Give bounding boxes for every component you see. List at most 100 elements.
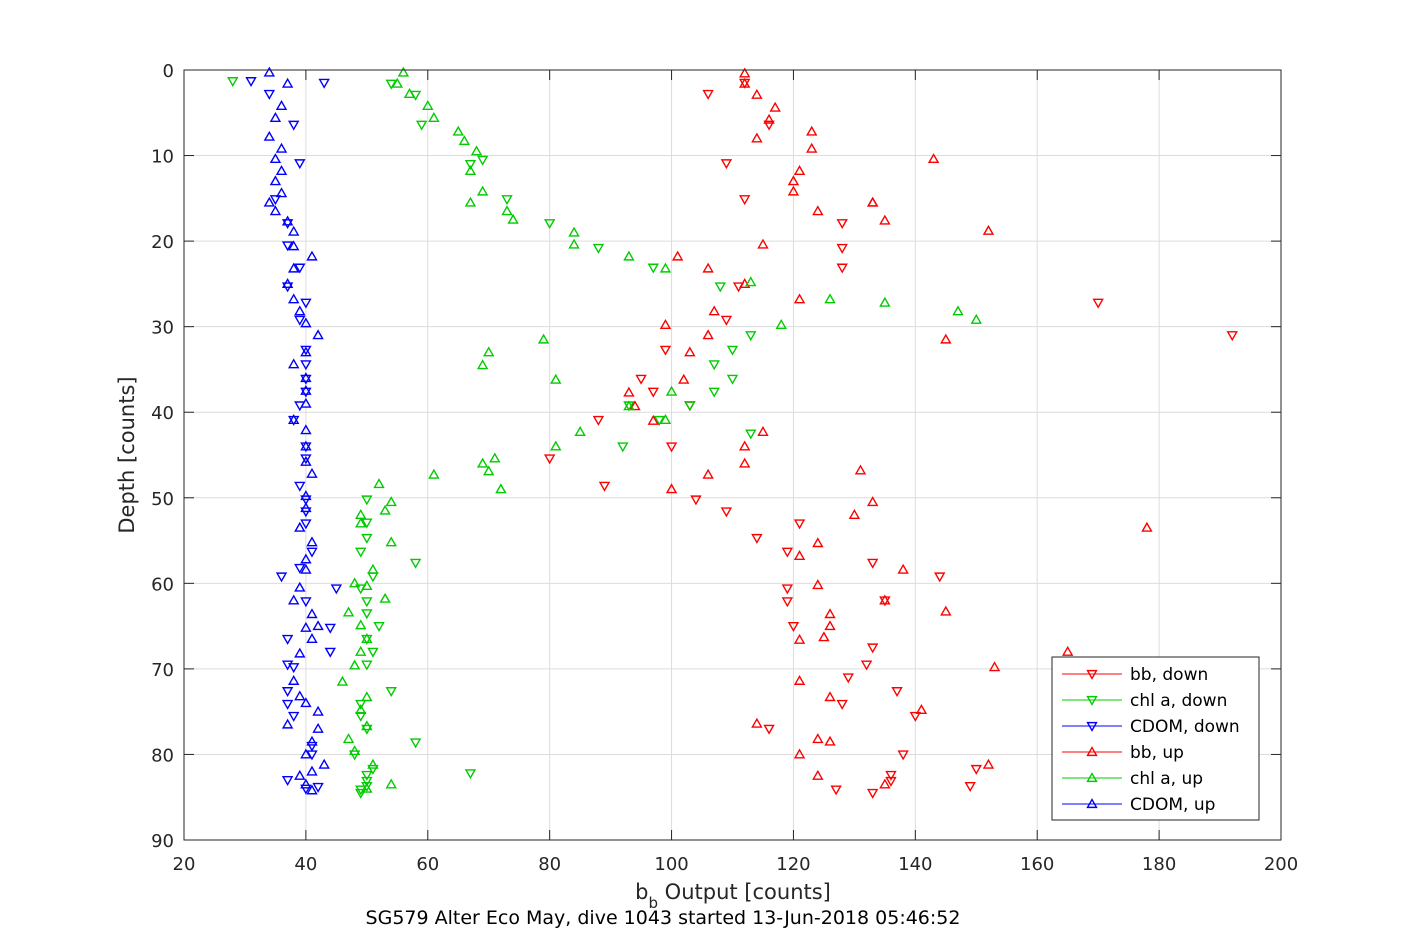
data-point [793, 550, 806, 561]
data-point [385, 536, 397, 547]
data-point [635, 374, 647, 385]
data-point [848, 508, 861, 519]
data-point [464, 165, 477, 176]
x-tick-label: 160 [1020, 854, 1054, 875]
data-point [275, 165, 288, 176]
data-point [543, 219, 556, 230]
dive-caption: SG579 Alter Eco May, dive 1043 started 1… [366, 907, 961, 929]
data-point [306, 536, 318, 547]
data-point [355, 517, 367, 528]
y-tick-label: 80 [151, 745, 174, 766]
data-point [300, 748, 312, 759]
data-point [653, 415, 666, 426]
data-point [306, 250, 318, 261]
data-point [726, 374, 739, 385]
data-point [854, 464, 867, 475]
data-point [300, 502, 312, 513]
data-point [281, 776, 294, 787]
data-point [281, 241, 294, 252]
data-point [361, 518, 373, 529]
data-point [300, 553, 312, 564]
data-point [355, 788, 367, 799]
data-point [361, 579, 373, 590]
data-point [812, 537, 824, 548]
data-point [501, 205, 513, 216]
data-point [336, 675, 349, 686]
data-point [300, 621, 312, 632]
data-point [294, 563, 306, 574]
data-point [275, 100, 288, 111]
y-tick-label: 90 [151, 831, 174, 852]
data-point [300, 455, 312, 466]
data-point [647, 387, 659, 398]
data-point [300, 317, 312, 328]
data-point [483, 346, 495, 357]
data-point [623, 386, 635, 397]
data-point [281, 77, 294, 88]
data-point [269, 205, 282, 216]
data-point [281, 277, 294, 288]
x-tick-label: 140 [898, 854, 932, 875]
data-point [281, 215, 294, 226]
data-point [324, 647, 336, 658]
legend-marker [1086, 695, 1098, 706]
data-point [391, 77, 404, 88]
data-point [598, 481, 611, 492]
data-point [824, 620, 836, 631]
data-point [361, 691, 373, 702]
data-point [970, 313, 982, 324]
data-point [294, 581, 306, 592]
series-bb-down [543, 78, 1238, 799]
data-point [348, 745, 361, 756]
data-point [300, 345, 312, 356]
x-tick-label: 120 [776, 854, 810, 875]
data-point [263, 89, 276, 100]
data-point [306, 467, 318, 478]
data-point [885, 776, 897, 787]
data-point [836, 243, 848, 254]
data-point [763, 113, 775, 124]
data-point [812, 769, 824, 780]
data-point [879, 594, 891, 605]
plot-frame [183, 69, 1282, 841]
data-point [915, 704, 928, 715]
data-point [355, 704, 367, 715]
data-point [355, 699, 367, 710]
data-point [824, 293, 836, 304]
series-bb-up [623, 67, 1153, 789]
data-point [476, 359, 489, 370]
data-point [934, 572, 946, 583]
data-point [702, 89, 714, 100]
data-point [287, 262, 300, 273]
data-point [403, 88, 416, 99]
data-point [330, 584, 343, 595]
data-point [294, 315, 306, 326]
data-point [300, 387, 312, 398]
data-point [409, 558, 422, 569]
data-point [306, 750, 318, 761]
y-tick-label: 0 [163, 61, 174, 82]
data-point [415, 120, 428, 131]
data-point [452, 125, 464, 136]
data-point [659, 414, 672, 424]
data-point [665, 385, 678, 396]
data-point [726, 345, 739, 356]
data-point [287, 674, 300, 685]
data-point [306, 547, 318, 558]
y-tick-label: 40 [151, 403, 174, 424]
data-point [287, 414, 300, 424]
data-point [483, 465, 495, 476]
data-point [269, 175, 282, 186]
data-point [1061, 645, 1074, 656]
data-point [964, 782, 976, 793]
legend-label: bb, down [1130, 665, 1208, 685]
data-point [738, 67, 751, 78]
y-axis-label-text: Depth [counts] [115, 376, 139, 533]
data-point [720, 159, 733, 170]
data-point [385, 778, 397, 789]
data-point [836, 699, 848, 710]
data-point [891, 687, 903, 698]
y-tick-label: 70 [151, 660, 174, 681]
data-point [367, 563, 379, 574]
